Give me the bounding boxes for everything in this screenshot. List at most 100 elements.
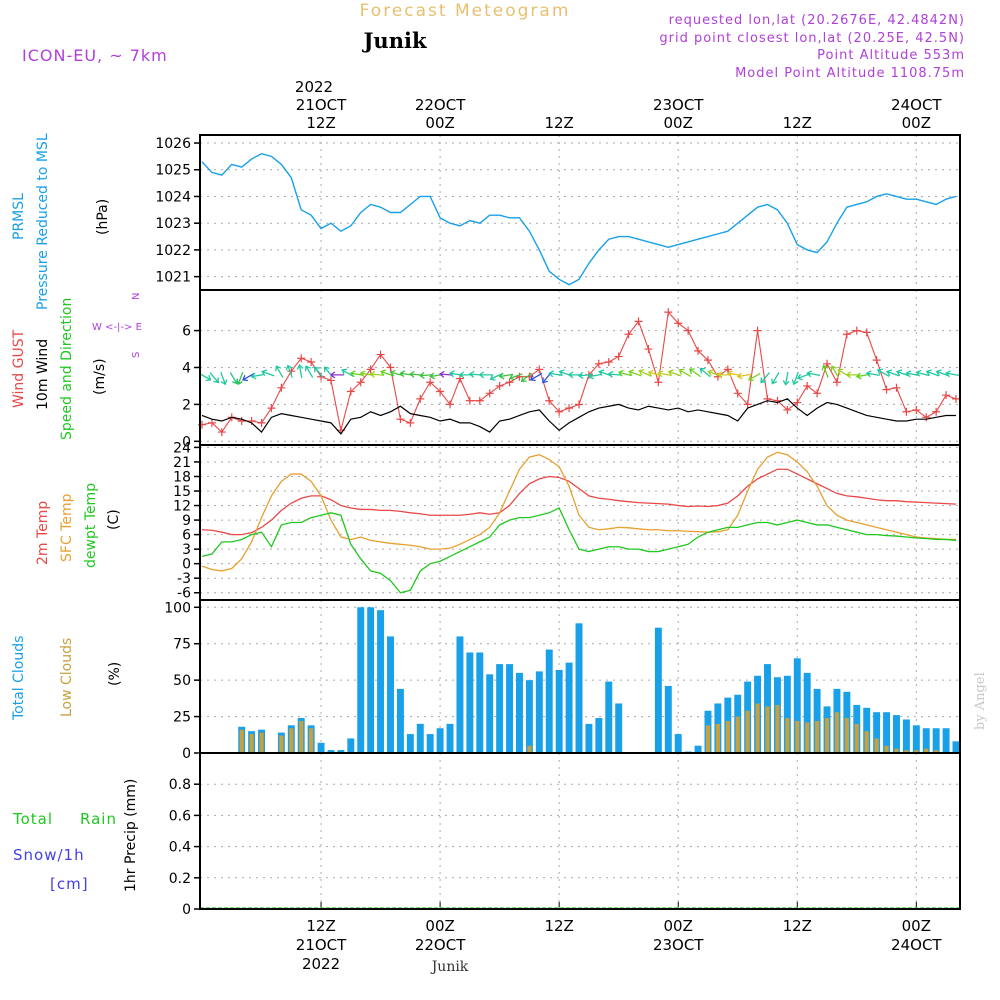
top-tick-label: 12Z [783,114,812,132]
wind-gust-marker [535,365,544,374]
wind-direction-arrow [209,372,220,384]
wind-gust-marker [247,417,256,426]
top-year-label: 2022 [295,78,333,96]
low-cloud-bar [894,748,899,753]
low-cloud-bar [924,748,929,753]
wind-gust-marker [604,357,613,366]
wind-direction-arrow [945,370,960,378]
y-tick-label: 6 [182,324,191,340]
total-cloud-bar [902,719,910,753]
wind-direction-arrow [617,369,632,377]
y-tick-label: 1024 [155,189,191,205]
compass-s: S [131,352,142,358]
wind-direction-arrow [607,370,622,378]
total-cloud-bar [496,664,504,753]
y-tick-label: 1026 [155,136,191,152]
wind-direction-arrow [747,372,761,382]
total-cloud-bar [396,688,404,753]
low-cloud-bar [755,703,760,753]
wind-gust-marker [763,394,772,403]
bottom-tick-label: 00Z [902,917,931,935]
wind-direction-arrow [389,369,404,377]
wind-gust-marker [733,389,742,398]
panel-frame [199,752,961,910]
wind-gust-marker [307,357,316,366]
footer-location: Junik [430,959,469,975]
wind-direction-arrow [736,372,751,380]
precip-snow-label: Snow/1h [13,846,85,864]
point-altitude: Point Altitude 553m [817,48,965,63]
temp-2m-line [201,468,957,536]
y-tick-label: 12 [173,499,191,515]
wind-direction-arrow [242,372,255,382]
wind-gust-marker [257,418,266,427]
wind-direction-arrow [678,368,692,377]
requested-coords: requested lon,lat (20.2676E, 42.4842N) [669,13,965,28]
wind-direction-arrow [657,370,672,378]
wind-gust-marker [614,352,623,361]
precip-total-label: Total [12,810,53,828]
top-tick-label: 12Z [306,114,335,132]
total-cloud-bar [893,715,900,753]
total-cloud-bar [883,712,891,753]
wind-gust-marker [932,407,941,416]
wind-direction-arrow [760,372,770,384]
wind-gust-marker [902,407,911,416]
total-cloud-bar [922,728,930,753]
wind-direction-arrow [250,372,265,380]
wind-gust-marker [942,391,951,400]
wind-direction-arrow [369,370,384,378]
wind-gust-marker [743,400,752,409]
wind-direction-arrow [341,368,354,377]
precip-rain-label: Rain [80,810,117,828]
top-tick-label: 22OCT [415,96,466,114]
bottom-tick-label: 12Z [783,917,812,935]
wind-gust-marker [267,404,276,413]
total-cloud-bar [694,745,702,753]
precip-panel: 0 0.2 0.4 0.6 0.8 [169,752,961,918]
low-cloud-bar [785,718,790,753]
temp-sfc-label: SFC Temp [59,493,75,562]
total-cloud-bar [565,662,573,753]
total-cloud-bar [426,734,434,753]
low-cloud-bar [844,718,849,753]
clouds-unit-label: (%) [107,662,123,686]
wind-gust-marker [922,413,931,422]
total-cloud-bar [575,623,583,753]
wind-direction-arrow [628,369,642,377]
wind-direction-arrow [275,365,284,378]
wind-gust-marker [703,356,712,365]
wind-gust-marker [455,374,464,383]
wind-direction-arrow [935,369,950,377]
low-cloud-bar [289,728,294,753]
total-cloud-bar [456,636,464,753]
temperature-labels: 2m Temp SFC Temp dewpt Temp (C) [35,483,122,568]
total-cloud-bar [506,664,514,753]
wind-gust-marker [832,378,841,387]
low-cloud-bar [815,720,820,753]
wind-direction-arrow [865,370,880,378]
total-cloud-bar [516,672,523,753]
wind-direction-arrow [220,371,228,386]
total-cloud-bar [803,672,811,753]
low-cloud-bar [705,725,711,753]
y-tick-label: 24 [173,440,191,456]
low-cloud-bar [735,716,740,753]
wind-gust-marker [644,345,653,354]
total-cloud-bar [664,685,672,753]
low-cloud-bar [527,745,532,753]
y-tick-label: 21 [173,455,191,471]
total-cloud-bar [873,712,881,753]
wind-direction-arrow [667,369,682,377]
y-tick-label: -6 [177,586,191,602]
wind-gust-marker [406,418,415,427]
wind-gust-marker [783,405,792,414]
low-cloud-bar [834,712,840,753]
wind-direction-arrow [529,372,543,382]
wind-gust-marker [326,376,335,385]
credit-watermark: by Angel [973,672,988,730]
top-tick-label: 21OCT [296,96,347,114]
y-tick-label: 0.4 [169,840,191,856]
wind-direction-arrow [830,365,840,378]
